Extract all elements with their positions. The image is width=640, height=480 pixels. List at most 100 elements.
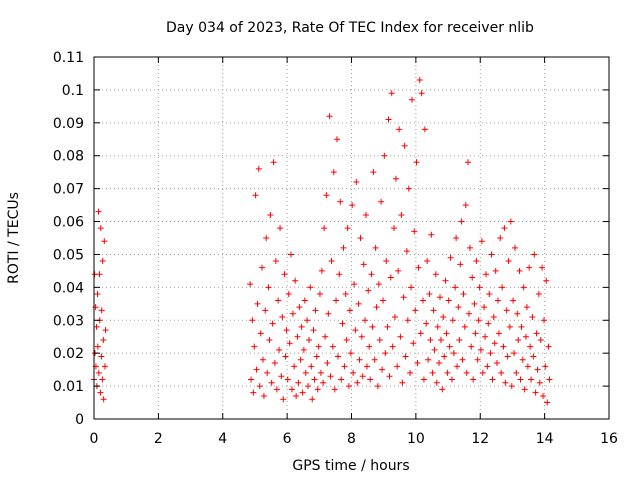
data-point <box>96 271 103 278</box>
data-point <box>95 208 102 215</box>
x-tick-label: 12 <box>471 431 489 447</box>
axis-ticks: 0 2 4 6 8 10 12 14 16 0 0.01 0.02 0.03 0.04 0.05 0.06 0.… <box>53 50 618 447</box>
data-point <box>324 360 331 367</box>
data-point <box>459 356 466 363</box>
data-point <box>482 333 489 340</box>
data-point <box>473 258 480 265</box>
data-point <box>428 231 435 238</box>
data-point <box>375 281 382 288</box>
data-point <box>260 392 267 399</box>
data-point <box>521 386 528 393</box>
data-point <box>484 363 491 370</box>
y-tick-label: 0.06 <box>53 215 84 231</box>
data-point <box>518 323 525 330</box>
data-point <box>282 353 289 360</box>
data-point <box>270 159 277 166</box>
data-point <box>437 294 444 301</box>
data-point <box>347 350 354 357</box>
data-point <box>359 373 366 380</box>
data-point <box>461 323 468 330</box>
data-point <box>489 376 496 383</box>
data-point <box>465 310 472 317</box>
data-point <box>334 136 341 143</box>
data-point <box>326 113 333 120</box>
data-point <box>305 383 312 390</box>
data-point <box>528 376 535 383</box>
y-tick-label: 0.04 <box>53 280 84 296</box>
data-point <box>278 373 285 380</box>
data-point <box>374 383 381 390</box>
data-point <box>415 264 422 271</box>
data-point <box>308 363 315 370</box>
data-point <box>262 307 269 314</box>
data-point <box>542 363 549 370</box>
data-point <box>309 396 316 403</box>
data-point <box>371 356 378 363</box>
data-point <box>503 307 510 314</box>
data-point <box>418 90 425 97</box>
data-point <box>449 317 456 324</box>
data-point <box>300 346 307 353</box>
data-point <box>476 284 483 291</box>
data-point <box>312 307 319 314</box>
data-point <box>346 307 353 314</box>
data-point <box>291 363 298 370</box>
data-point <box>469 274 476 281</box>
data-point <box>254 300 261 307</box>
data-point <box>434 323 441 330</box>
data-point <box>383 258 390 265</box>
data-point <box>385 116 392 123</box>
data-point <box>423 320 430 327</box>
data-point <box>307 284 314 291</box>
data-point <box>477 346 484 353</box>
data-point <box>248 376 255 383</box>
data-point <box>251 343 258 350</box>
data-point <box>250 389 257 396</box>
data-point <box>314 386 321 393</box>
data-point <box>457 261 464 268</box>
data-point <box>265 284 272 291</box>
data-point <box>322 333 329 340</box>
data-point <box>533 330 540 337</box>
data-point <box>365 287 372 294</box>
data-point <box>453 235 460 241</box>
data-point <box>440 313 447 320</box>
data-point <box>304 317 311 324</box>
data-point <box>389 343 396 350</box>
data-point <box>283 327 290 334</box>
data-point <box>360 261 367 268</box>
data-point <box>531 251 538 258</box>
data-point <box>517 376 524 383</box>
data-point <box>381 152 388 159</box>
data-point <box>495 330 502 337</box>
data-point <box>405 185 412 192</box>
data-point <box>452 284 459 291</box>
data-point <box>395 267 402 274</box>
data-point <box>249 317 256 324</box>
data-point <box>398 211 405 218</box>
data-point <box>397 333 404 340</box>
data-point <box>281 271 288 278</box>
data-point <box>352 327 359 334</box>
data-point <box>285 290 292 297</box>
data-point <box>343 337 350 344</box>
data-point <box>430 307 437 314</box>
data-point <box>284 376 291 383</box>
data-point <box>93 323 100 330</box>
data-point <box>266 337 273 344</box>
data-point <box>396 126 403 133</box>
data-point <box>350 369 357 376</box>
data-point <box>358 333 365 340</box>
data-point <box>429 369 436 376</box>
data-point <box>540 392 547 399</box>
data-point <box>310 327 317 334</box>
data-point <box>499 284 506 291</box>
data-point <box>454 363 461 370</box>
y-tick-label: 0.05 <box>53 247 84 263</box>
data-point <box>433 379 440 386</box>
data-point <box>388 90 395 97</box>
data-point <box>456 337 463 344</box>
x-tick-label: 6 <box>283 431 292 447</box>
data-point <box>410 340 417 347</box>
